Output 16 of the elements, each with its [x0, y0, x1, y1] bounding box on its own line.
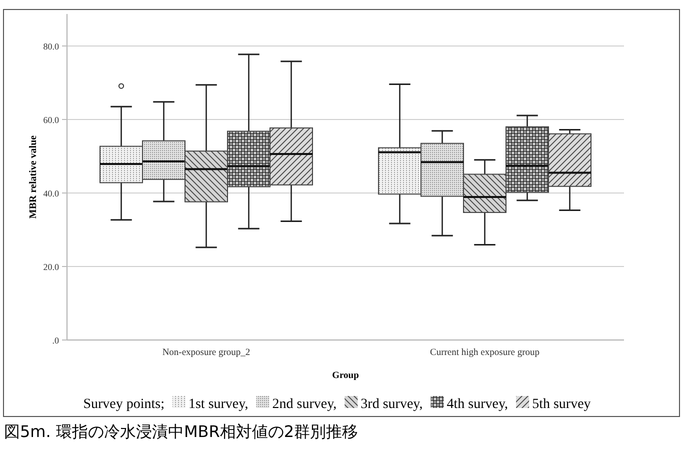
y-tick-label: 40.0: [43, 188, 60, 198]
y-tick-label: 80.0: [43, 41, 60, 52]
x-tick-label: Non-exposure group_2: [162, 348, 250, 358]
y-axis-title: MBR relative value: [28, 134, 39, 219]
y-tick-label: .0: [52, 336, 60, 346]
legend-label: 3rd survey,: [360, 397, 423, 412]
legend-label: 4th survey,: [446, 397, 508, 412]
y-tick-label: 60.0: [43, 114, 60, 125]
caption: 図5m. 環指の冷水浸漬中MBR相対値の2群別推移: [4, 422, 358, 441]
legend-label: 1st survey,: [188, 397, 248, 412]
x-tick-label: Current high exposure group: [430, 348, 540, 358]
legend-title: Survey points;: [83, 397, 164, 412]
y-tick-label: 20.0: [43, 262, 60, 272]
x-axis-title: Group: [332, 371, 359, 381]
legend-label: 5th survey: [532, 397, 591, 412]
legend-label: 2nd survey,: [272, 397, 337, 412]
